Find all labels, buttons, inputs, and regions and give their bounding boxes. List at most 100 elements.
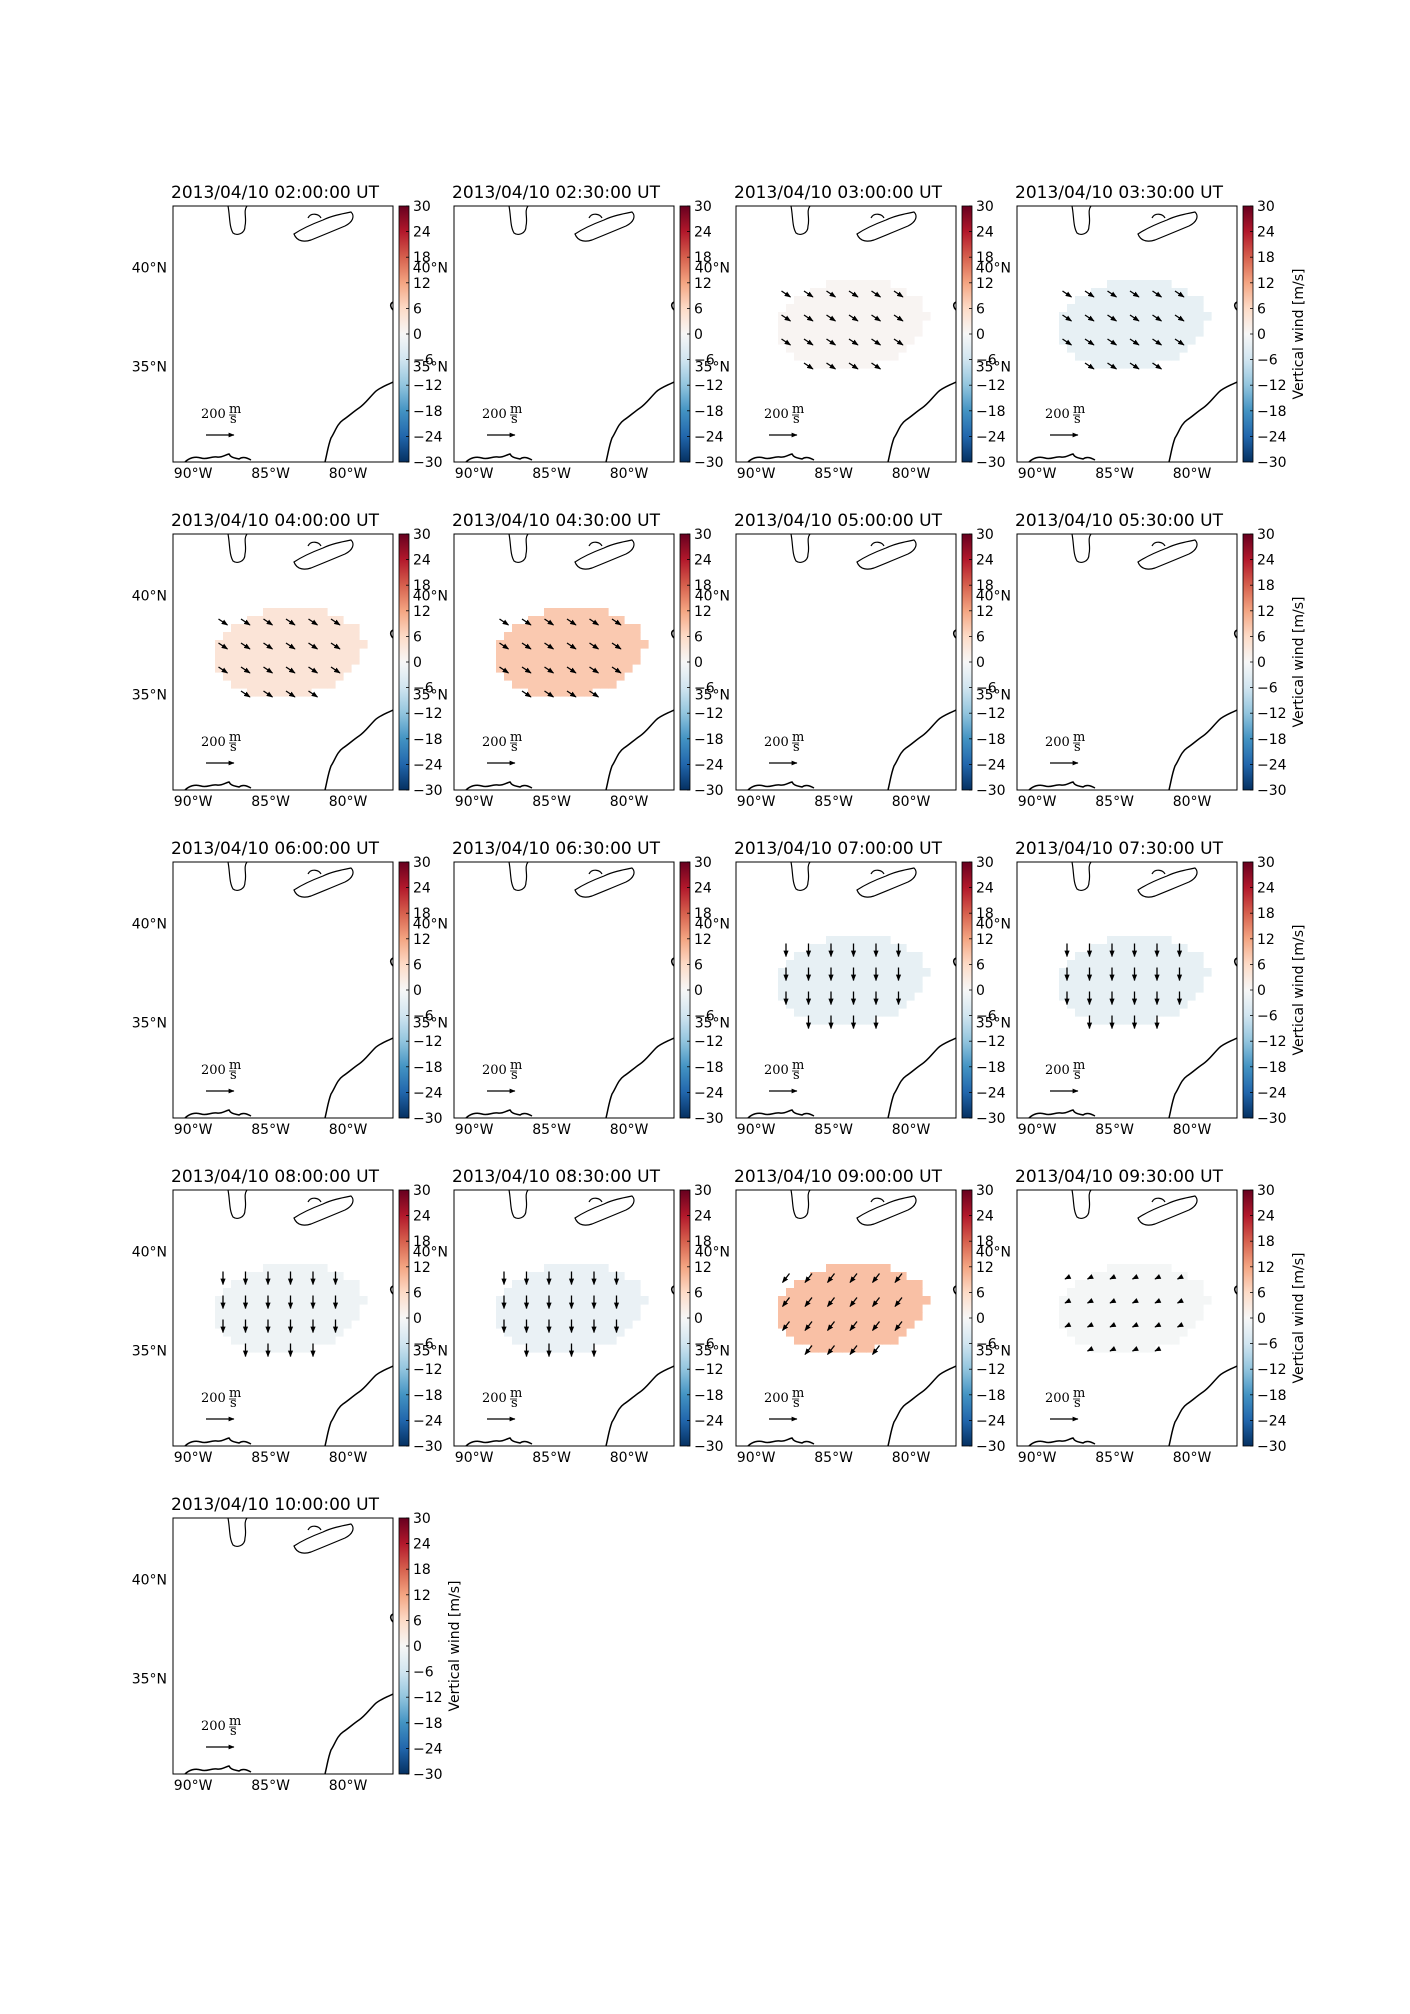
wind-cell (1107, 1312, 1116, 1321)
wind-cell (560, 1336, 569, 1345)
wind-cell (512, 1280, 521, 1289)
wind-cell (584, 648, 593, 657)
panel-title: 2013/04/10 02:30:00 UT (452, 183, 661, 203)
wind-cell (303, 632, 312, 641)
longitude-tick-label: 80°W (329, 1778, 368, 1794)
wind-cell (818, 1288, 827, 1297)
colorbar-label: Vertical wind [m/s] (1291, 597, 1307, 728)
lake-michigan-outline (790, 206, 811, 235)
wind-cell (1099, 992, 1108, 1001)
colorbar-tick-label: 30 (413, 1511, 431, 1527)
wind-cell (231, 1336, 240, 1345)
colorbar-tick-label: −30 (413, 1439, 443, 1455)
wind-cell (882, 1272, 891, 1281)
wind-cell (303, 1328, 312, 1337)
longitude-tick-label: 85°W (251, 1778, 290, 1794)
colorbar-tick-label: 24 (413, 1537, 431, 1553)
colorbar-tick-label: 12 (976, 276, 994, 292)
wind-cell (1075, 1312, 1084, 1321)
wind-cell (778, 976, 787, 985)
coastlines (747, 1190, 956, 1446)
wind-cell (890, 1336, 899, 1345)
wind-cell (874, 320, 883, 329)
colorbar-tick-label: −6 (976, 681, 997, 697)
latitude-tick-label: 40°N (976, 589, 1011, 605)
wind-cell (906, 328, 915, 337)
wind-cell (608, 632, 617, 641)
colorbar-tick-label: −6 (694, 1009, 715, 1025)
wind-cell (1171, 1008, 1180, 1017)
wind-cell (810, 1312, 819, 1321)
colorbar-tick-label: −12 (976, 378, 1006, 394)
map-frame (172, 861, 394, 1119)
wind-cell (786, 1000, 795, 1009)
wind-cell (1083, 344, 1092, 353)
wind-cell (287, 648, 296, 657)
wind-cell (818, 960, 827, 969)
wind-arrow (566, 690, 577, 698)
wind-arrow (589, 618, 600, 626)
wind-cell (818, 968, 827, 977)
longitude-tick-label: 90°W (1018, 1450, 1057, 1466)
reference-arrow-unit-num: m (792, 1058, 804, 1073)
wind-cell (1187, 1288, 1196, 1297)
wind-cell (802, 1304, 811, 1313)
wind-cell (279, 1288, 288, 1297)
wind-cell (1139, 1000, 1148, 1009)
reference-arrow-unit-num: m (1073, 1058, 1085, 1073)
wind-cell (303, 1320, 312, 1329)
colorbar-tick-label: −12 (694, 1034, 724, 1050)
wind-cell (890, 328, 899, 337)
wind-cell (1203, 312, 1212, 321)
wind-cell (359, 1296, 368, 1305)
wind-cell (1179, 1304, 1188, 1313)
wind-cell (810, 992, 819, 1001)
wind-cell (311, 1320, 320, 1329)
wind-cell (287, 1264, 296, 1273)
wind-cell (592, 656, 601, 665)
wind-cell (600, 1288, 609, 1297)
wind-cell (874, 1280, 883, 1289)
wind-cell (263, 648, 272, 657)
wind-arrow (1084, 338, 1095, 346)
wind-cell (1067, 960, 1076, 969)
wind-cell (1075, 968, 1084, 977)
wind-cell (560, 680, 569, 689)
wind-arrow (521, 690, 532, 698)
colorbar-tick-label: 30 (1257, 855, 1275, 871)
wind-cell (786, 1304, 795, 1313)
wind-cell (858, 968, 867, 977)
wind-cell (818, 1296, 827, 1305)
wind-cell (592, 1264, 601, 1273)
wind-cell (319, 1312, 328, 1321)
wind-arrow (826, 338, 837, 346)
wind-cell (890, 1312, 899, 1321)
wind-cell (810, 976, 819, 985)
wind-cell (874, 328, 883, 337)
wind-cell (1115, 1304, 1124, 1313)
colorbar-tick-label: 30 (976, 527, 994, 543)
colorbar-tick-label: −18 (976, 1388, 1006, 1404)
wind-cell (1115, 952, 1124, 961)
wind-cell (818, 952, 827, 961)
wind-cell (1147, 1328, 1156, 1337)
wind-cell (600, 640, 609, 649)
wind-cell (818, 1304, 827, 1313)
lake-michigan-outline (508, 862, 529, 891)
wind-cell (802, 992, 811, 1001)
wind-arrow (826, 1345, 836, 1356)
wind-cell (544, 624, 553, 633)
wind-cell (898, 968, 907, 977)
wind-cell (858, 336, 867, 345)
wind-cell (794, 968, 803, 977)
wind-cell (1163, 944, 1172, 953)
wind-cell (311, 1264, 320, 1273)
wind-cell (898, 1304, 907, 1313)
wind-cell (311, 680, 320, 689)
wind-cell (826, 352, 835, 361)
wind-cell (1123, 944, 1132, 953)
wind-cell (255, 672, 264, 681)
wind-cell (1155, 960, 1164, 969)
wind-cell (1115, 936, 1124, 945)
